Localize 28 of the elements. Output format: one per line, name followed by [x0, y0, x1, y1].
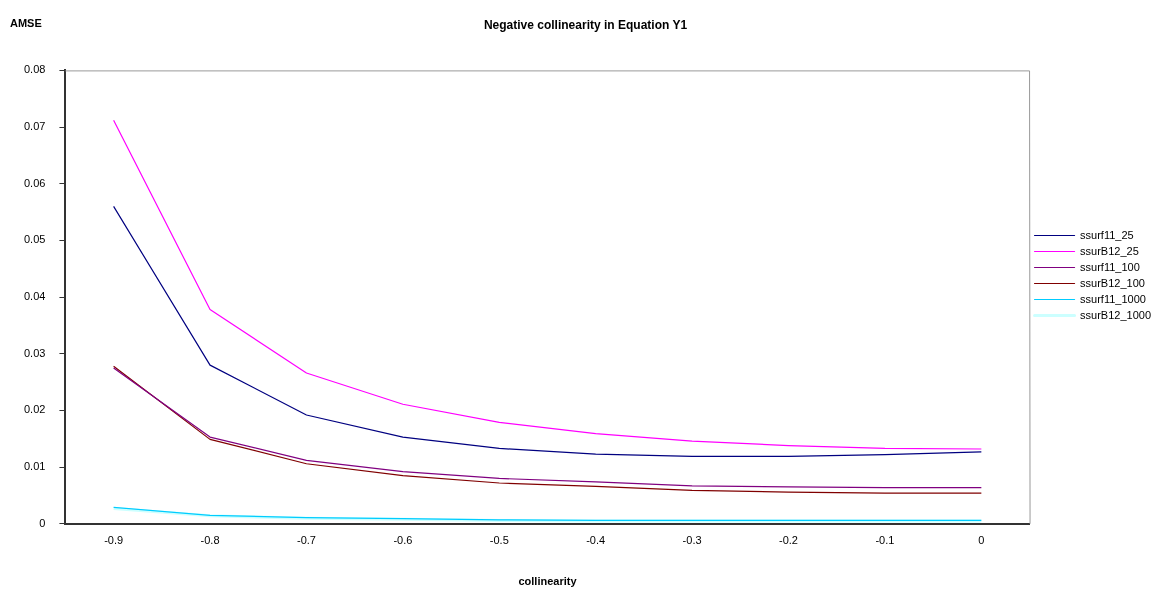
legend-label: ssurB12_100	[1080, 276, 1145, 289]
legend-label: ssurf11_100	[1080, 260, 1140, 273]
x-tick-label: -0.6	[393, 534, 413, 547]
y-tick-label: 0.06	[23, 176, 46, 189]
y-tick-label: 0.05	[23, 233, 46, 246]
y-tick-label: 0.08	[23, 63, 46, 76]
y-tick-label: 0	[39, 516, 46, 529]
x-tick-label: -0.3	[682, 534, 702, 547]
y-tick-label: 0.01	[23, 460, 46, 473]
x-tick-label: -0.2	[779, 534, 799, 547]
legend-label: ssurf11_1000	[1080, 292, 1146, 305]
x-tick-label: -0.1	[875, 534, 895, 547]
y-tick-label: 0.02	[23, 403, 46, 416]
y-axis-title: AMSE	[10, 17, 42, 30]
legend-label: ssurB12_1000	[1080, 308, 1152, 321]
x-tick-label: -0.7	[296, 534, 316, 547]
x-tick-label: -0.4	[586, 534, 606, 547]
x-tick-label: -0.5	[489, 534, 509, 547]
y-tick-label: 0.07	[23, 120, 46, 133]
y-tick-label: 0.03	[23, 346, 46, 359]
legend-label: ssurB12_25	[1080, 244, 1139, 257]
x-axis-title: collinearity	[518, 575, 578, 588]
x-tick-label: -0.9	[104, 534, 124, 547]
y-tick-label: 0.04	[23, 290, 46, 303]
x-tick-label: 0	[978, 534, 985, 547]
legend-label: ssurf11_25	[1080, 228, 1134, 241]
chart-title: Negative collinearity in Equation Y1	[483, 17, 688, 32]
x-tick-label: -0.8	[200, 534, 220, 547]
